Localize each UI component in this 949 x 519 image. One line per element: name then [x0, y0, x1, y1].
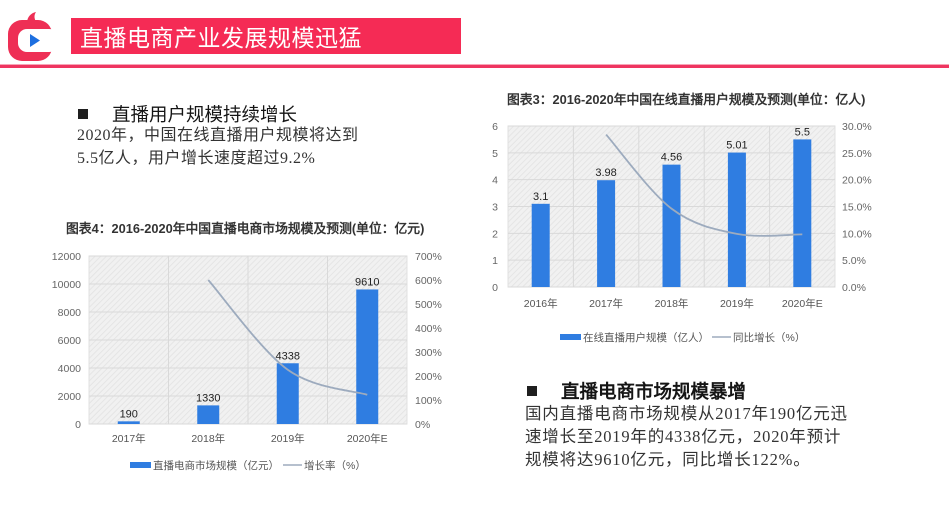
y-left-tick: 6000	[58, 335, 82, 347]
bar-value-label: 5.5	[795, 126, 810, 138]
y-left-tick: 3	[492, 202, 498, 214]
x-category-label: 2017年	[112, 432, 146, 445]
x-category-label: 2019年	[271, 432, 305, 445]
section-body-user-scale: 2020年，中国在线直播用户规模将达到 5.5亿人，用户增长速度超过9.2%	[77, 124, 359, 170]
square-bullet-icon	[527, 386, 537, 396]
y-right-tick: 10.0%	[842, 228, 872, 240]
page-title: 直播电商产业发展规模迅猛	[80, 25, 362, 51]
y-right-tick: 700%	[415, 251, 442, 263]
y-right-tick: 600%	[415, 275, 442, 287]
body-line: 5.5亿人，用户增长速度超过9.2%	[77, 150, 316, 167]
y-left-tick: 0	[75, 419, 81, 431]
bar	[727, 152, 746, 287]
x-category-label: 2020年E	[347, 432, 388, 445]
legend-line-label: 同比增长（%）	[733, 331, 805, 344]
y-right-tick: 200%	[415, 371, 442, 383]
x-category-label: 2018年	[191, 432, 225, 445]
legend-line-label: 增长率（%）	[304, 459, 366, 472]
bar	[662, 164, 681, 287]
legend-bar-swatch	[560, 334, 581, 340]
x-category-label: 2018年	[655, 297, 689, 310]
bar-value-label: 4338	[276, 350, 300, 362]
bar-value-label: 9610	[355, 276, 379, 288]
chart-title-market: 图表4：2016-2020年中国直播电商市场规模及预测(单位：亿元)	[66, 221, 425, 236]
chart-title-users: 图表3：2016-2020年中国在线直播用户规模及预测(单位：亿人)	[507, 92, 866, 107]
y-right-tick: 20.0%	[842, 175, 872, 187]
x-category-label: 2016年	[524, 297, 558, 310]
legend-bar-label: 直播电商市场规模（亿元）	[153, 459, 279, 472]
bar-value-label: 1330	[196, 392, 220, 404]
section-body-market-scale: 国内直播电商市场规模从2017年190亿元迅 速增长至2019年的4338亿元，…	[525, 402, 848, 471]
y-left-tick: 8000	[58, 307, 82, 319]
y-right-tick: 5.0%	[842, 255, 866, 267]
section-heading-text: 直播用户规模持续增长	[112, 104, 298, 125]
bar-value-label: 5.01	[726, 140, 747, 152]
bar-value-label: 3.98	[595, 167, 616, 179]
body-line: 速增长至2019年的4338亿元，2020年预计	[525, 427, 842, 446]
bar	[276, 363, 299, 424]
y-left-tick: 4	[492, 175, 498, 187]
y-left-tick: 6	[492, 121, 498, 133]
plot-area	[507, 125, 836, 288]
y-right-tick: 0.0%	[842, 282, 866, 294]
section-heading-user-scale: 直播用户规模持续增长	[78, 101, 297, 127]
y-left-tick: 0	[492, 282, 498, 294]
y-right-tick: 300%	[415, 347, 442, 359]
legend-bar-label: 在线直播用户规模（亿人）	[583, 331, 709, 344]
bar	[356, 289, 379, 424]
bar	[793, 139, 812, 287]
bar	[117, 421, 140, 424]
bar-value-label: 3.1	[533, 191, 548, 203]
page-title-bar: 直播电商产业发展规模迅猛	[71, 18, 461, 54]
y-left-tick: 1	[492, 255, 498, 267]
body-line: 规模将达9610亿元，同比增长122%。	[525, 450, 811, 469]
y-right-tick: 500%	[415, 299, 442, 311]
bar	[597, 180, 616, 287]
y-right-tick: 30.0%	[842, 121, 872, 133]
y-left-tick: 12000	[52, 251, 81, 263]
header-divider	[0, 65, 949, 68]
bar	[197, 405, 220, 424]
section-heading-text: 直播电商市场规模暴增	[561, 381, 747, 402]
x-category-label: 2017年	[589, 297, 623, 310]
tv-play-logo-icon	[5, 9, 58, 63]
growth-rate-line	[605, 133, 803, 237]
y-right-tick: 100%	[415, 395, 442, 407]
body-line: 2020年，中国在线直播用户规模将达到	[77, 127, 359, 144]
y-right-tick: 25.0%	[842, 148, 872, 160]
bar	[531, 203, 550, 287]
y-right-tick: 0%	[415, 419, 430, 431]
bar-value-label: 190	[120, 408, 138, 420]
legend-bar-swatch	[130, 462, 151, 468]
y-left-tick: 2	[492, 228, 498, 240]
plot-area	[88, 255, 408, 425]
y-left-tick: 2000	[58, 391, 82, 403]
y-right-tick: 400%	[415, 323, 442, 335]
growth-rate-line	[207, 279, 368, 396]
y-right-tick: 15.0%	[842, 202, 872, 214]
body-line: 国内直播电商市场规模从2017年190亿元迅	[525, 404, 848, 423]
y-left-tick: 10000	[52, 279, 81, 291]
bar-value-label: 4.56	[661, 152, 682, 164]
square-bullet-icon	[78, 109, 88, 119]
x-category-label: 2019年	[720, 297, 754, 310]
y-left-tick: 4000	[58, 363, 82, 375]
y-left-tick: 5	[492, 148, 498, 160]
section-heading-market-scale: 直播电商市场规模暴增	[527, 378, 746, 404]
x-category-label: 2020年E	[782, 297, 823, 310]
